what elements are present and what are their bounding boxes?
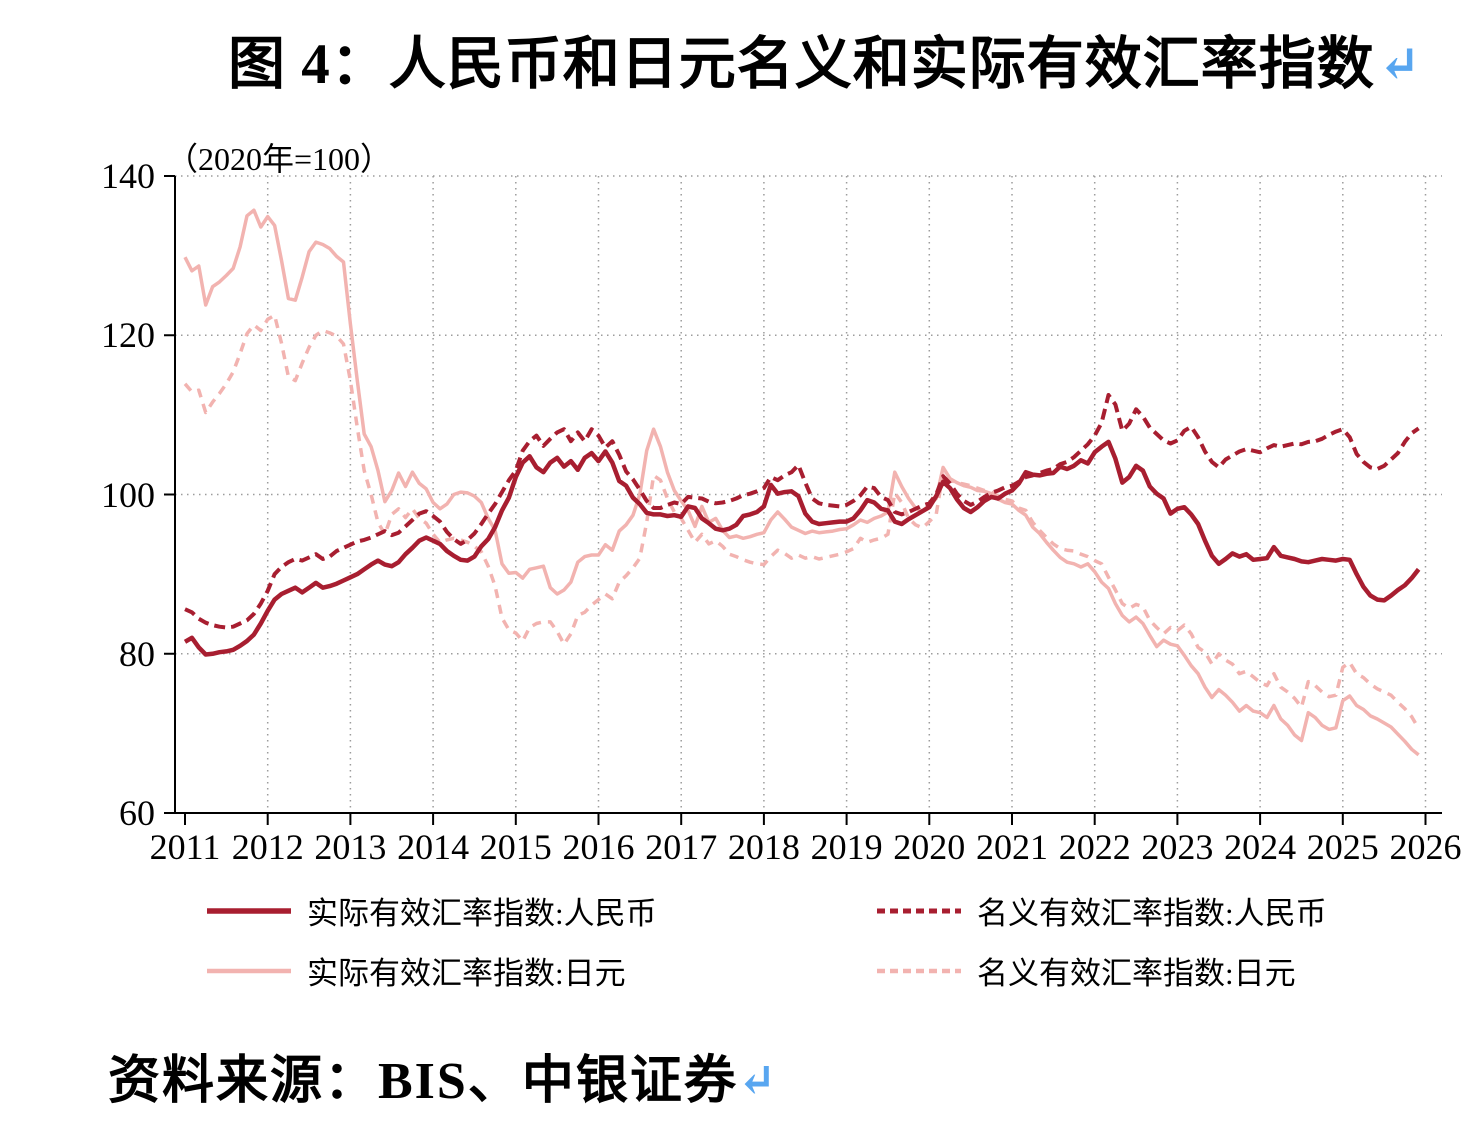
legend-label: 名义有效汇率指数:日元 xyxy=(977,956,1296,991)
x-tick-label: 2021 xyxy=(976,827,1048,867)
x-tick-label: 2020 xyxy=(893,827,966,867)
x-tick-label: 2024 xyxy=(1224,827,1297,867)
x-tick-label: 2025 xyxy=(1306,827,1379,867)
x-tick-label: 2015 xyxy=(479,827,552,867)
x-tick-label: 2023 xyxy=(1141,827,1214,867)
x-tick-label: 2019 xyxy=(810,827,883,867)
source-note: 资料来源：BIS、中银证券↵ xyxy=(108,1038,778,1113)
chart-title-text: 图 4：人民币和日元名义和实际有效汇率指数 xyxy=(228,33,1375,96)
legend-item-neer-cny: 名义有效汇率指数:人民币 xyxy=(875,888,1327,931)
series-nominal-cny xyxy=(184,393,1420,630)
y-tick-label: 80 xyxy=(119,633,155,674)
y-tick-label: 140 xyxy=(101,156,155,196)
legend-item-reer-cny: 实际有效汇率指数:人民币 xyxy=(205,888,657,931)
return-mark-icon: ↵ xyxy=(737,1055,779,1106)
y-tick-label: 100 xyxy=(101,474,155,515)
y-tick-label: 60 xyxy=(119,793,155,833)
chart-title: 图 4：人民币和日元名义和实际有效汇率指数↵ xyxy=(228,18,1422,100)
source-text: 资料来源：BIS、中银证券 xyxy=(108,1053,738,1110)
return-mark-icon: ↵ xyxy=(1378,36,1422,92)
x-tick-label: 2016 xyxy=(562,827,635,867)
legend-label: 实际有效汇率指数:日元 xyxy=(307,956,626,991)
legend-label: 名义有效汇率指数:人民币 xyxy=(977,896,1327,931)
legend-line-solid-cny xyxy=(207,907,291,914)
series-real-cny xyxy=(183,439,1421,657)
legend-line-dashed-cny xyxy=(877,908,961,913)
series-nominal-jpy xyxy=(183,313,1421,730)
x-tick-label: 2011 xyxy=(149,827,221,867)
x-tick-label: 2013 xyxy=(314,827,387,867)
x-tick-label: 2017 xyxy=(645,827,718,867)
x-tick-label: 2026 xyxy=(1389,827,1462,867)
y-tick-label: 120 xyxy=(101,315,155,356)
x-tick-label: 2012 xyxy=(231,827,304,867)
axis-unit-note: （2020年=100） xyxy=(166,141,393,177)
x-tick-label: 2022 xyxy=(1058,827,1131,867)
x-tick-label: 2018 xyxy=(727,827,800,867)
series-real-jpy xyxy=(183,208,1420,757)
legend-item-neer-jpy: 名义有效汇率指数:日元 xyxy=(875,948,1296,991)
x-tick-label: 2014 xyxy=(397,827,470,867)
legend-item-reer-jpy: 实际有效汇率指数:日元 xyxy=(205,948,626,991)
legend-line-dashed-jpy xyxy=(877,968,961,973)
legend-line-solid-jpy xyxy=(207,968,291,973)
legend-label: 实际有效汇率指数:人民币 xyxy=(307,896,657,931)
